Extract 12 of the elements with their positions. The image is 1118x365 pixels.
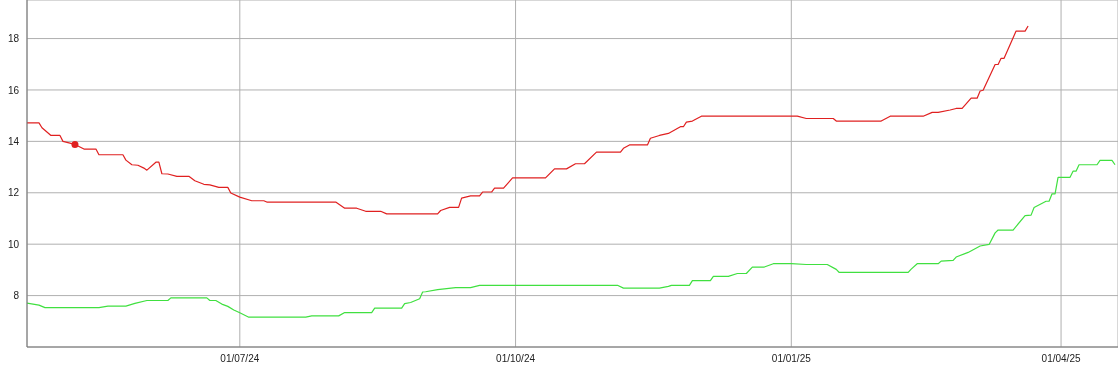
x-tick-label: 01/07/24 <box>220 353 260 365</box>
y-tick-label: 12 <box>7 187 20 199</box>
x-tick-label: 01/04/25 <box>1041 353 1081 365</box>
x-tick-label: 01/10/24 <box>496 353 536 365</box>
y-tick-label: 10 <box>7 238 20 250</box>
line-series <box>27 159 1116 318</box>
y-tick-label: 18 <box>7 33 20 45</box>
y-tick-label: 16 <box>7 84 20 96</box>
line-series <box>27 25 1029 215</box>
y-tick-label: 14 <box>7 135 20 147</box>
y-tick-label: 8 <box>13 290 20 302</box>
x-tick-label: 01/01/25 <box>771 353 812 365</box>
